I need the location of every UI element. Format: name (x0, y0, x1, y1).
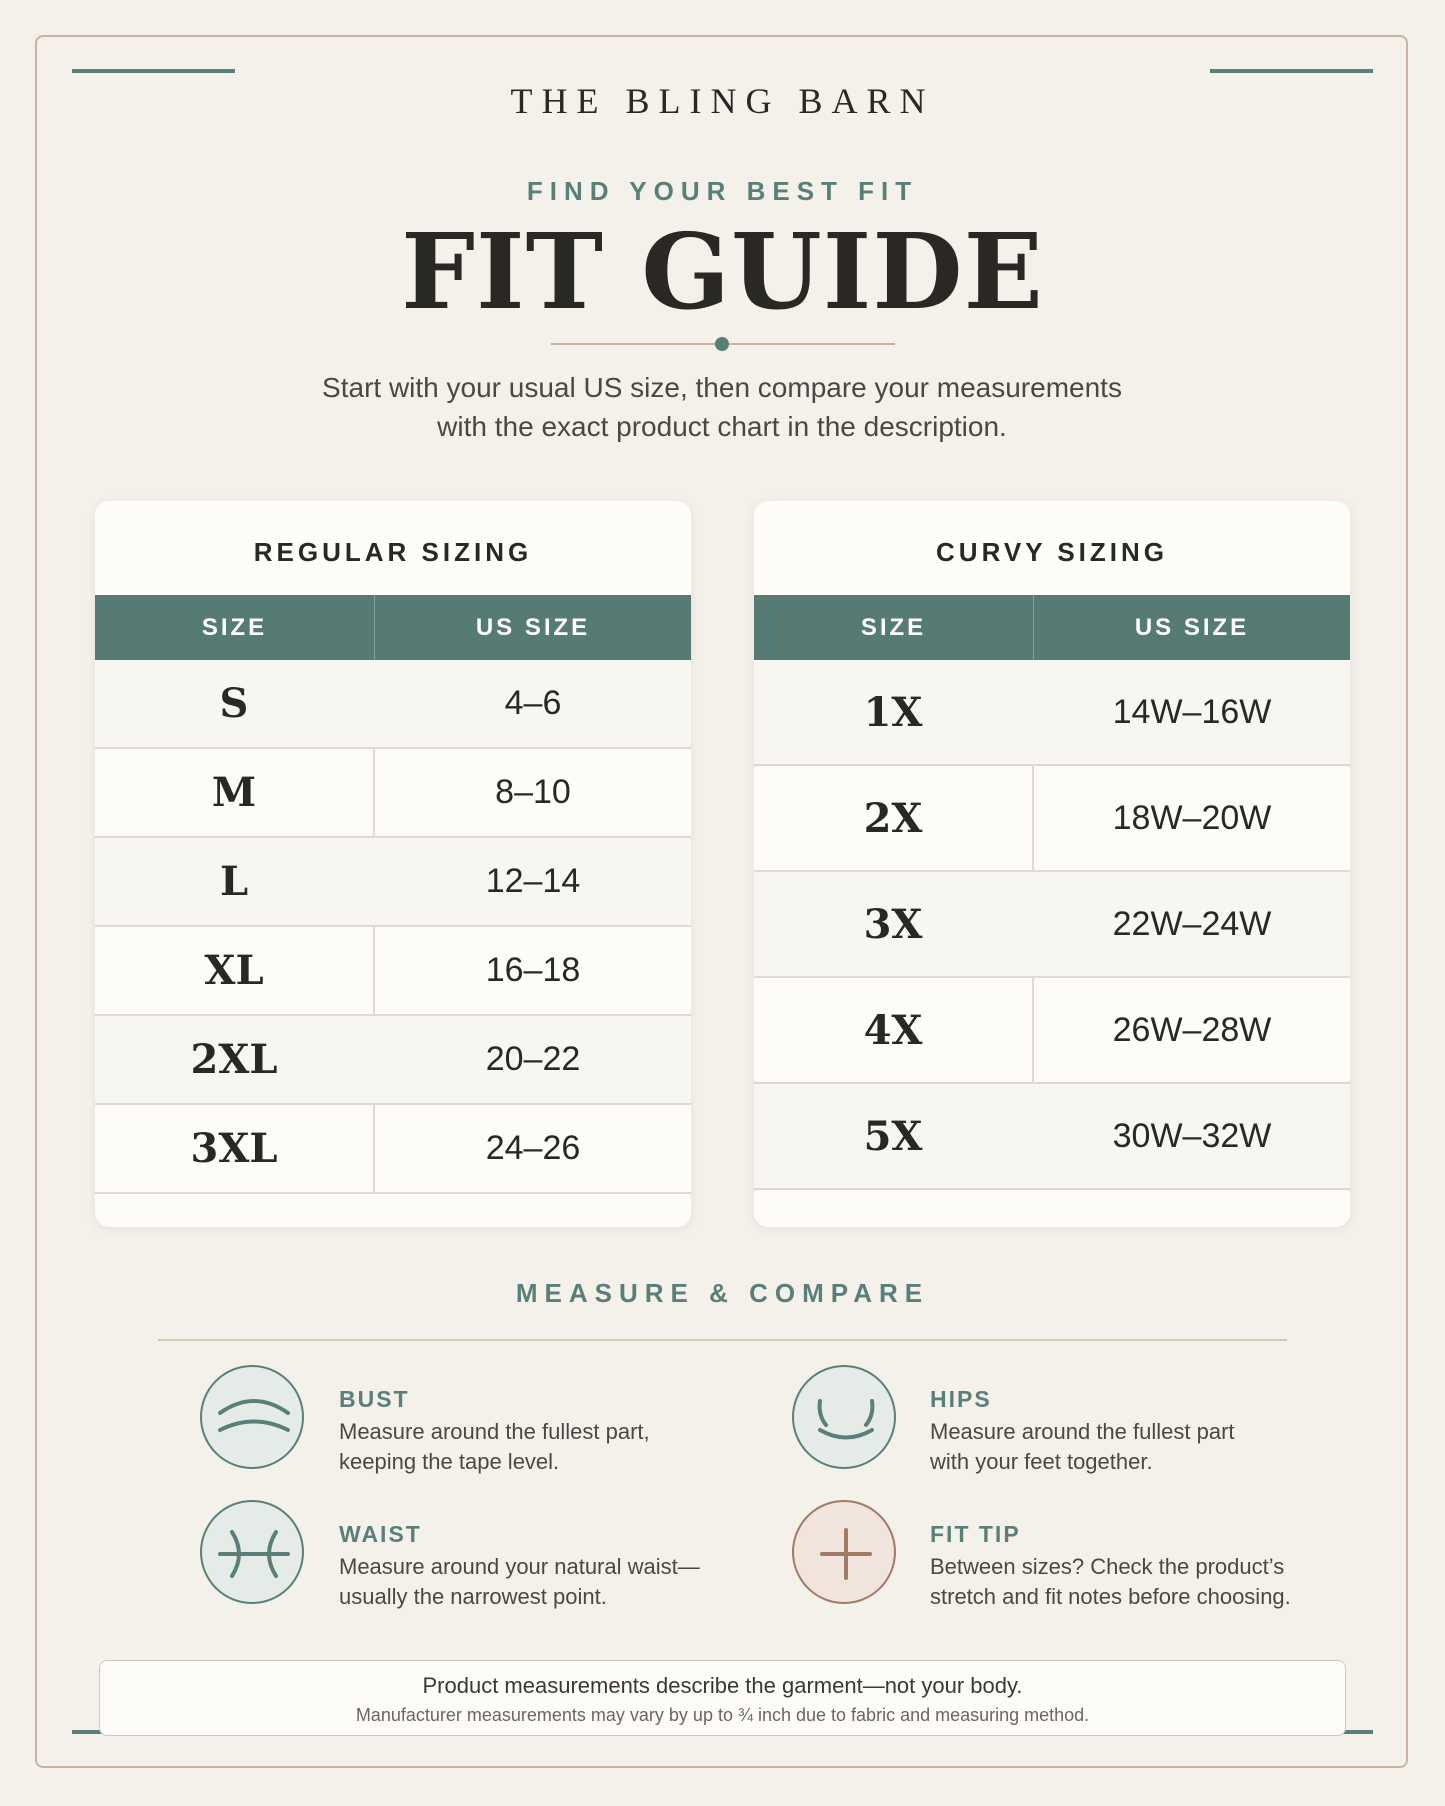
us-size-cell: 20–22 (485, 1040, 581, 1078)
size-cell: L (219, 858, 249, 905)
size-cell: 1X (863, 688, 923, 736)
table-row: 4X 26W–28W (754, 978, 1350, 1084)
intro-line-2: with the exact product chart in the desc… (437, 411, 1007, 442)
us-size-cell: 4–6 (504, 684, 562, 722)
bust-description-line-1: Measure around the fullest part, (339, 1419, 650, 1444)
size-cell: 4X (754, 978, 1034, 1082)
bust-description: Measure around the fullest part, keeping… (339, 1417, 759, 1477)
regular-header-size: SIZE (95, 595, 375, 660)
curvy-sizing-title: CURVY SIZING (936, 537, 1168, 567)
us-size-cell: 16–18 (485, 951, 581, 989)
waist-description: Measure around your natural waist— usual… (339, 1552, 759, 1612)
hips-label: HIPS (930, 1386, 992, 1412)
fit-tip-description-line-2: stretch and fit notes before choosing. (930, 1584, 1291, 1609)
fit-tip-description-line-1: Between sizes? Check the product’s (930, 1554, 1285, 1579)
size-cell: 3XL (95, 1105, 375, 1192)
bust-label: BUST (339, 1386, 410, 1412)
hips-description-line-1: Measure around the fullest part (930, 1419, 1235, 1444)
footer-main-text: Product measurements describe the garmen… (422, 1673, 1023, 1698)
corner-accent-top-right (1210, 69, 1373, 73)
table-row: 2XL 20–22 (95, 1016, 691, 1105)
us-size-cell: 22W–24W (1112, 904, 1272, 943)
brand-name: THE BLING BARN (510, 81, 935, 121)
measure-divider (158, 1339, 1287, 1341)
regular-table-header: SIZE US SIZE (95, 595, 691, 660)
curvy-header-us-size: US SIZE (1134, 613, 1250, 641)
table-row: 3XL 24–26 (95, 1105, 691, 1194)
fit-tip-label: FIT TIP (930, 1521, 1021, 1547)
waist-icon (200, 1500, 304, 1604)
us-size-cell: 18W–20W (1112, 798, 1272, 837)
intro-text: Start with your usual US size, then comp… (222, 368, 1222, 446)
measure-compare-heading: MEASURE & COMPARE (515, 1278, 930, 1308)
table-row: M 8–10 (95, 749, 691, 838)
plus-icon (792, 1500, 896, 1604)
table-row: XL 16–18 (95, 927, 691, 1016)
us-size-cell: 8–10 (495, 773, 571, 811)
waist-label: WAIST (339, 1521, 422, 1547)
bust-icon (200, 1365, 304, 1469)
us-size-cell: 14W–16W (1112, 692, 1272, 731)
footer-note: Product measurements describe the garmen… (99, 1660, 1346, 1736)
table-row: S 4–6 (95, 660, 691, 749)
table-row: L 12–14 (95, 838, 691, 927)
regular-header-us-size: US SIZE (475, 613, 591, 641)
hips-description-line-2: with your feet together. (930, 1449, 1153, 1474)
regular-sizing-title: REGULAR SIZING (253, 537, 533, 567)
us-size-cell: 30W–32W (1112, 1116, 1272, 1155)
intro-line-1: Start with your usual US size, then comp… (322, 372, 1122, 403)
size-cell: XL (95, 927, 375, 1014)
size-cell: 5X (863, 1112, 923, 1160)
table-row: 2X 18W–20W (754, 766, 1350, 872)
page-frame (35, 35, 1408, 1768)
size-cell: 2XL (190, 1036, 278, 1083)
bust-description-line-2: keeping the tape level. (339, 1449, 560, 1474)
size-cell: S (219, 680, 249, 727)
corner-accent-top-left (72, 69, 235, 73)
size-cell: 2X (754, 766, 1034, 870)
size-cell: M (95, 749, 375, 836)
table-row: 5X 30W–32W (754, 1084, 1350, 1190)
table-row: 1X 14W–16W (754, 660, 1350, 766)
hips-icon (792, 1365, 896, 1469)
us-size-cell: 24–26 (485, 1129, 581, 1167)
title-divider-dot (715, 337, 729, 351)
curvy-sizing-card: CURVY SIZING SIZE US SIZE 1X 14W–16W 2X … (754, 501, 1350, 1227)
regular-sizing-card: REGULAR SIZING SIZE US SIZE S 4–6 M 8–10… (95, 501, 691, 1227)
curvy-table-header: SIZE US SIZE (754, 595, 1350, 660)
footer-sub-text: Manufacturer measurements may vary by up… (355, 1705, 1090, 1725)
table-row: 3X 22W–24W (754, 872, 1350, 978)
page-title: FIT GUIDE (401, 210, 1044, 333)
hips-description: Measure around the fullest part with you… (930, 1417, 1350, 1477)
us-size-cell: 26W–28W (1112, 1010, 1272, 1049)
waist-description-line-1: Measure around your natural waist— (339, 1554, 700, 1579)
size-cell: 3X (863, 900, 923, 948)
eyebrow-text: FIND YOUR BEST FIT (526, 176, 919, 206)
curvy-header-size: SIZE (754, 595, 1034, 660)
waist-description-line-2: usually the narrowest point. (339, 1584, 607, 1609)
fit-tip-description: Between sizes? Check the product’s stret… (930, 1552, 1350, 1612)
us-size-cell: 12–14 (485, 862, 581, 900)
